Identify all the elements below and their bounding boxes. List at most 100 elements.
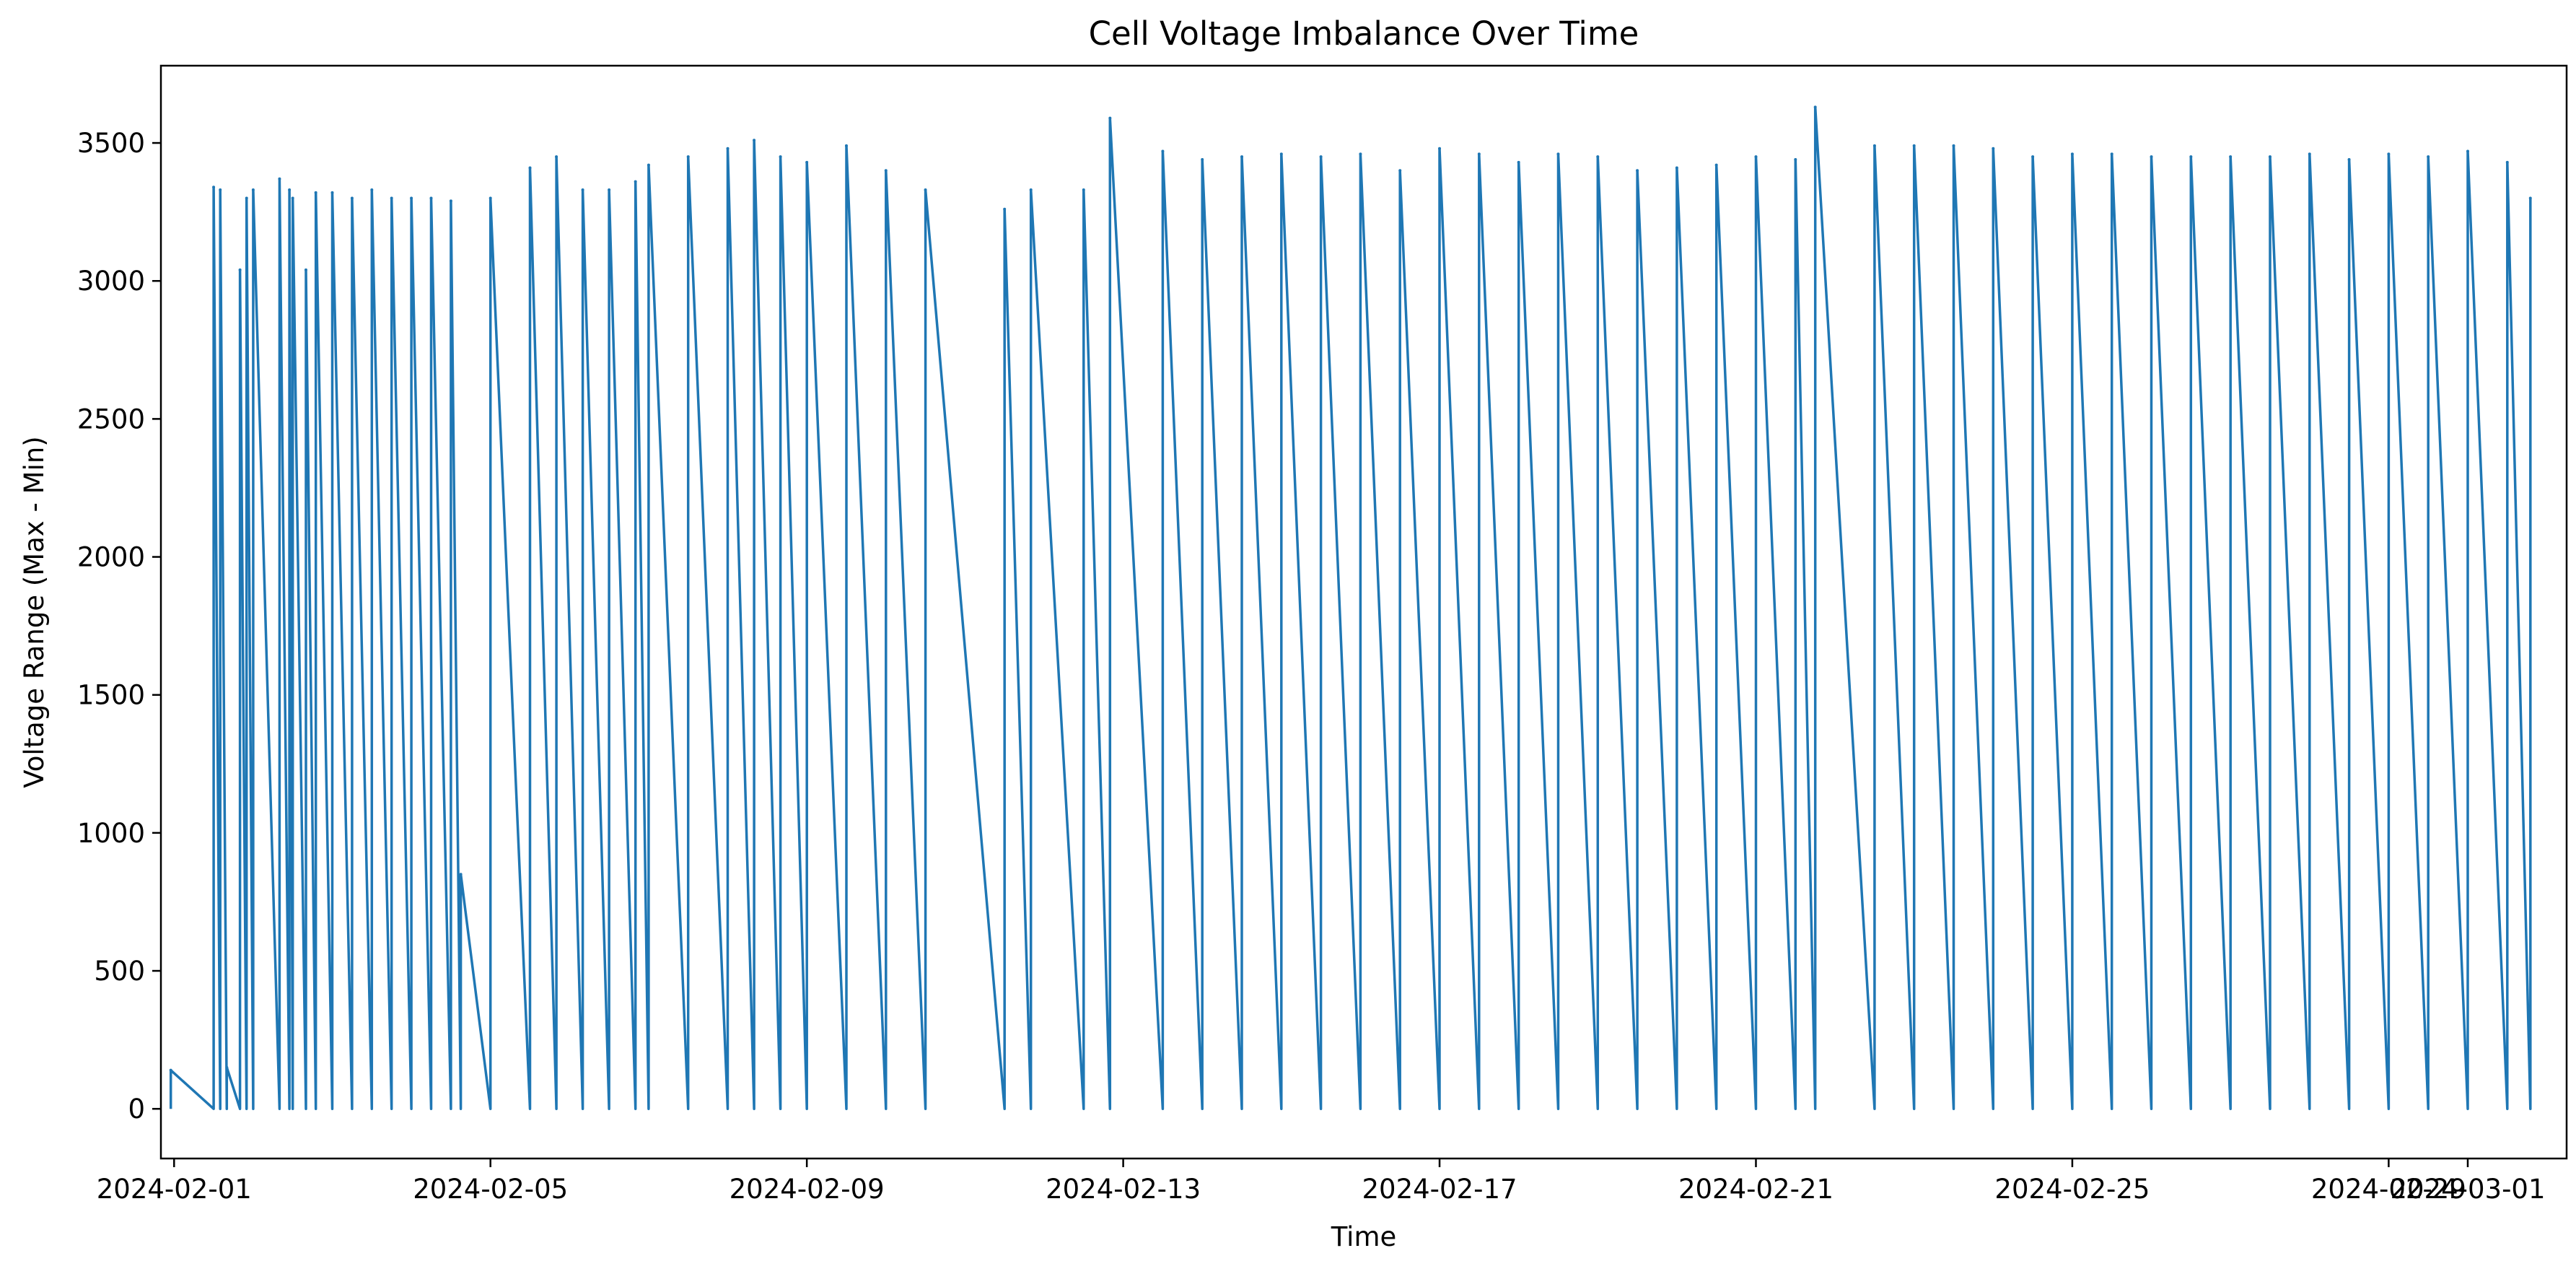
data-point xyxy=(2150,155,2153,159)
data-point xyxy=(647,163,650,167)
data-point xyxy=(686,155,690,159)
x-tick-label: 2024-02-09 xyxy=(730,1174,885,1205)
y-tick-label: 2000 xyxy=(77,542,145,573)
data-point xyxy=(1003,207,1007,211)
data-point xyxy=(2268,155,2271,159)
data-point xyxy=(2110,152,2113,156)
data-point xyxy=(2387,152,2391,156)
data-point xyxy=(1556,152,1560,156)
data-point xyxy=(608,188,611,192)
series-line xyxy=(169,105,2532,1110)
data-point xyxy=(288,188,292,192)
data-point xyxy=(1912,144,1916,147)
data-point xyxy=(245,196,248,200)
x-axis: 2024-02-01 2024-02-05 2024-02-09 2024-02-13… xyxy=(97,1159,2546,1205)
data-point xyxy=(1636,169,1639,173)
data-point xyxy=(330,191,334,194)
data-point xyxy=(634,180,637,183)
data-point xyxy=(1813,105,1817,109)
y-axis: 0 500 1000 1500 2000 2500 3000 3500 xyxy=(77,128,161,1125)
data-point xyxy=(1517,160,1520,164)
data-point xyxy=(1438,147,1442,150)
data-point xyxy=(2031,155,2035,159)
data-point xyxy=(844,144,848,147)
x-tick-label: 2024-03-01 xyxy=(2390,1174,2545,1205)
data-point xyxy=(884,169,888,173)
x-tick-label: 2024-02-01 xyxy=(97,1174,252,1205)
data-point xyxy=(924,188,927,192)
data-point xyxy=(1319,155,1323,159)
data-point xyxy=(1714,163,1718,167)
data-point xyxy=(2427,155,2430,159)
data-point xyxy=(350,196,354,200)
data-point xyxy=(390,196,393,200)
data-point xyxy=(238,268,242,271)
x-tick-label: 2024-02-25 xyxy=(1994,1174,2150,1205)
data-point xyxy=(225,1065,229,1069)
data-point xyxy=(555,155,558,159)
data-point xyxy=(2505,160,2509,164)
data-point xyxy=(489,196,492,200)
y-axis-label: Voltage Range (Max - Min) xyxy=(19,436,50,787)
plot-area xyxy=(169,105,2532,1110)
data-point xyxy=(2308,152,2311,156)
data-point xyxy=(2229,155,2233,159)
chart-title: Cell Voltage Imbalance Over Time xyxy=(1089,14,1639,53)
data-point xyxy=(1992,147,1995,150)
axes-frame xyxy=(159,64,2568,1160)
y-tick-label: 0 xyxy=(128,1094,145,1125)
data-point xyxy=(726,147,730,150)
data-point xyxy=(779,155,782,159)
data-point xyxy=(1952,144,1955,147)
data-point xyxy=(1029,188,1033,192)
x-tick-label: 2024-02-21 xyxy=(1678,1174,1834,1205)
data-point xyxy=(1398,169,1402,173)
data-point xyxy=(459,873,463,876)
data-point xyxy=(429,196,433,200)
data-point xyxy=(1108,116,1112,120)
data-point xyxy=(581,188,584,192)
data-point xyxy=(212,186,216,189)
data-point xyxy=(1359,152,1362,156)
x-tick-label: 2024-02-17 xyxy=(1362,1174,1517,1205)
data-point xyxy=(2189,155,2193,159)
data-point xyxy=(278,177,281,180)
data-point xyxy=(219,188,222,192)
y-tick-label: 2500 xyxy=(77,403,145,435)
data-point xyxy=(304,268,307,271)
data-point xyxy=(291,196,294,200)
data-point xyxy=(2070,152,2074,156)
data-point xyxy=(1754,155,1758,159)
data-point xyxy=(2347,157,2351,161)
x-tick-label: 2024-02-13 xyxy=(1046,1174,1201,1205)
data-point xyxy=(805,160,809,164)
data-point xyxy=(1201,157,1204,161)
data-point xyxy=(753,139,756,142)
data-point xyxy=(2466,149,2469,153)
x-tick-label: 2024-02-05 xyxy=(413,1174,568,1205)
x-axis-label: Time xyxy=(1331,1221,1397,1252)
data-point xyxy=(2528,196,2532,200)
y-tick-label: 500 xyxy=(94,956,145,987)
data-point xyxy=(1279,152,1283,156)
y-tick-label: 3500 xyxy=(77,128,145,159)
x-tick-label: 2024-02-29 xyxy=(2311,1174,2466,1205)
data-point xyxy=(528,166,532,170)
y-tick-label: 1500 xyxy=(77,680,145,711)
data-point xyxy=(410,196,413,200)
data-point xyxy=(1082,188,1085,192)
data-point xyxy=(1161,149,1165,153)
data-point xyxy=(370,188,374,192)
data-point xyxy=(1596,155,1600,159)
data-point xyxy=(1477,152,1481,156)
data-point xyxy=(1872,144,1876,147)
y-tick-label: 3000 xyxy=(77,266,145,297)
y-tick-label: 1000 xyxy=(77,818,145,849)
data-point xyxy=(1240,155,1244,159)
data-point xyxy=(314,191,317,194)
data-point xyxy=(1675,166,1678,170)
data-point xyxy=(449,199,452,203)
data-point xyxy=(1794,157,1797,161)
data-point xyxy=(251,188,255,192)
